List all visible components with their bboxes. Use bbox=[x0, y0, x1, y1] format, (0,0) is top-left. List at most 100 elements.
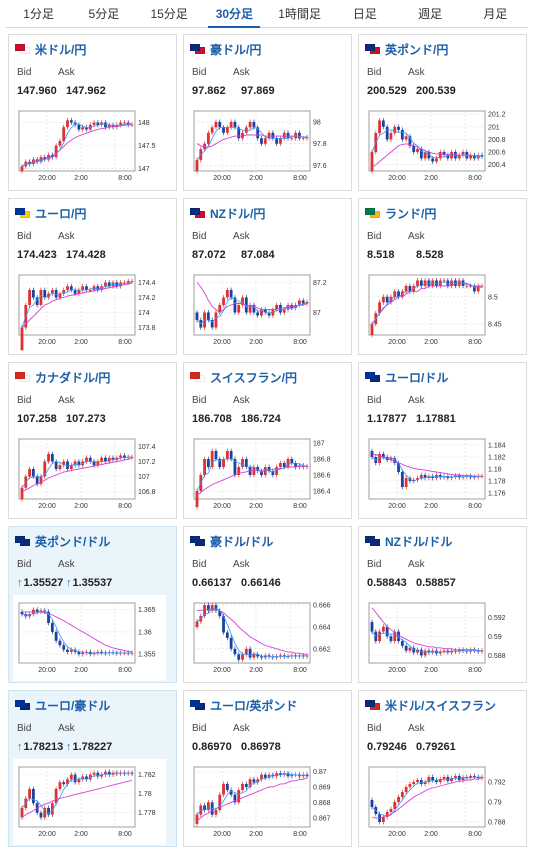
pair-name[interactable]: カナダドル/円 bbox=[35, 370, 111, 385]
candle bbox=[370, 622, 374, 632]
pair-name[interactable]: 英ポンド/円 bbox=[385, 42, 449, 57]
price-chart[interactable]: 1.365 1.36 1.355 20:00 2:00 8:00 bbox=[13, 597, 173, 679]
flag-icon bbox=[190, 700, 205, 710]
candle bbox=[104, 457, 107, 462]
price-chart[interactable]: 201.2 201 200.8 200.6 200.4 20:00 2:00 8:00 bbox=[363, 105, 523, 187]
price-chart[interactable]: 8.5 8.45 20:00 2:00 8:00 bbox=[363, 269, 523, 351]
rate-card[interactable]: ランド/円 Bid Ask 8.518 8.528 8.5 8.45 20:00 2:… bbox=[358, 198, 527, 355]
price-chart[interactable]: 87.2 87 20:00 2:00 8:00 bbox=[188, 269, 348, 351]
rate-card[interactable]: 米ドル/スイスフラン Bid Ask 0.79246 0.79261 0.792… bbox=[358, 690, 527, 847]
ask-value: 186.724 bbox=[241, 413, 281, 425]
candle bbox=[237, 790, 241, 803]
candle bbox=[222, 783, 225, 795]
pair-name[interactable]: ユーロ/豪ドル bbox=[35, 698, 111, 713]
price-chart[interactable]: 0.666 0.664 0.662 20:00 2:00 8:00 bbox=[188, 597, 348, 679]
candle bbox=[282, 655, 286, 657]
candle bbox=[263, 309, 267, 313]
price-chart[interactable]: 1.184 1.182 1.18 1.178 1.176 20:00 2:00 8:00 bbox=[363, 433, 523, 515]
candle bbox=[438, 152, 442, 159]
pair-name[interactable]: スイスフラン/円 bbox=[210, 370, 297, 385]
pair-name[interactable]: 豪ドル/円 bbox=[210, 42, 262, 57]
card-header[interactable]: 豪ドル/ドル bbox=[190, 533, 273, 549]
card-header[interactable]: ユーロ/円 bbox=[15, 205, 86, 221]
price-chart[interactable]: 0.792 0.79 0.788 20:00 2:00 8:00 bbox=[363, 761, 523, 843]
price-chart[interactable]: 98 97.8 97.6 20:00 2:00 8:00 bbox=[188, 105, 348, 187]
rate-card[interactable]: ユーロ/ドル Bid Ask 1.17877 1.17881 1.184 1.18… bbox=[358, 362, 527, 519]
card-header[interactable]: NZドル/ドル bbox=[365, 533, 452, 549]
pair-name[interactable]: NZドル/円 bbox=[210, 206, 266, 221]
tab-4[interactable]: 1時間足 bbox=[278, 7, 321, 21]
pair-name[interactable]: NZドル/ドル bbox=[385, 534, 453, 549]
card-header[interactable]: スイスフラン/円 bbox=[190, 369, 297, 385]
y-tick-label: 107.4 bbox=[138, 444, 156, 451]
tab-5[interactable]: 日足 bbox=[352, 7, 377, 21]
pair-name[interactable]: 米ドル/スイスフラン bbox=[385, 698, 496, 713]
rate-card[interactable]: ユーロ/円 Bid Ask 174.423 174.428 174.4 174.2… bbox=[8, 198, 177, 355]
card-header[interactable]: カナダドル/円 bbox=[15, 369, 110, 385]
x-tick-label: 8:00 bbox=[118, 503, 132, 510]
candle bbox=[218, 459, 222, 467]
candle bbox=[195, 621, 199, 627]
card-header[interactable]: 豪ドル/円 bbox=[190, 41, 261, 57]
rate-card[interactable]: カナダドル/円 Bid Ask 107.258 107.273 107.4 107… bbox=[8, 362, 177, 519]
card-header[interactable]: NZドル/円 bbox=[190, 205, 265, 221]
rate-card[interactable]: スイスフラン/円 Bid Ask 186.708 186.724 187 186.… bbox=[183, 362, 352, 519]
price-chart[interactable]: 148 147.5 147 20:00 2:00 8:00 bbox=[13, 105, 173, 187]
pair-name[interactable]: 豪ドル/ドル bbox=[210, 534, 274, 549]
tab-7[interactable]: 月足 bbox=[483, 7, 508, 21]
tab-1[interactable]: 5分足 bbox=[88, 7, 120, 21]
candle bbox=[241, 783, 244, 791]
pair-name[interactable]: ユーロ/ドル bbox=[385, 370, 449, 385]
rate-card[interactable]: NZドル/円 Bid Ask 87.072 87.084 87.2 87 20:00… bbox=[183, 198, 352, 355]
candle bbox=[469, 155, 473, 159]
x-tick-label: 20:00 bbox=[388, 667, 406, 674]
card-header[interactable]: ユーロ/ドル bbox=[365, 369, 448, 385]
card-header[interactable]: 英ポンド/円 bbox=[365, 41, 448, 57]
price-chart[interactable]: 0.592 0.59 0.588 20:00 2:00 8:00 bbox=[363, 597, 523, 679]
pair-name[interactable]: ランド/円 bbox=[385, 206, 437, 221]
candle bbox=[233, 297, 237, 313]
price-chart[interactable]: 107.4 107.2 107 106.8 20:00 2:00 8:00 bbox=[13, 433, 173, 515]
rate-card[interactable]: 豪ドル/円 Bid Ask 97.862 97.869 98 97.8 97.6 20… bbox=[183, 34, 352, 191]
pair-name[interactable]: ユーロ/円 bbox=[35, 206, 87, 221]
card-header[interactable]: ランド/円 bbox=[365, 205, 436, 221]
rate-card[interactable]: ユーロ/英ポンド Bid Ask 0.86970 0.86978 0.87 0.8… bbox=[183, 690, 352, 847]
pair-name[interactable]: 米ドル/円 bbox=[35, 42, 87, 57]
candle bbox=[378, 631, 381, 642]
tab-0[interactable]: 1分足 bbox=[23, 7, 54, 21]
candle bbox=[210, 320, 214, 328]
pair-name[interactable]: 英ポンド/ドル bbox=[35, 534, 111, 549]
candle bbox=[229, 451, 233, 459]
rate-card[interactable]: NZドル/ドル Bid Ask 0.58843 0.58857 0.592 0.5… bbox=[358, 526, 527, 683]
card-header[interactable]: 英ポンド/ドル bbox=[15, 533, 110, 549]
card-header[interactable]: ユーロ/英ポンド bbox=[190, 697, 297, 713]
card-header[interactable]: 米ドル/円 bbox=[15, 41, 86, 57]
rate-card[interactable]: ユーロ/豪ドル Bid Ask 1.78213 1.78227 1.7821.7… bbox=[8, 690, 177, 847]
candle bbox=[88, 457, 92, 462]
candle bbox=[85, 127, 88, 130]
bid-value: 1.35527 bbox=[17, 577, 64, 589]
price-chart[interactable]: 174.4 174.2 174 173.8 20:00 2:00 8:00 bbox=[13, 269, 173, 351]
rate-card[interactable]: 英ポンド/ドル Bid Ask 1.35527 1.35537 1.3651.3… bbox=[8, 526, 177, 683]
rate-card[interactable]: 米ドル/円 Bid Ask 147.960 147.962 148 147.5 14… bbox=[8, 34, 177, 191]
price-chart[interactable]: 0.87 0.869 0.868 0.867 20:00 2:00 8:00 bbox=[188, 761, 348, 843]
pair-name[interactable]: ユーロ/英ポンド bbox=[210, 698, 298, 713]
tab-6[interactable]: 週足 bbox=[418, 7, 443, 21]
card-header[interactable]: 米ドル/スイスフラン bbox=[365, 697, 496, 713]
bid-value: 87.072 bbox=[192, 249, 226, 261]
tab-2[interactable]: 15分足 bbox=[150, 7, 188, 21]
card-header[interactable]: ユーロ/豪ドル bbox=[15, 697, 110, 713]
candle bbox=[454, 152, 457, 159]
candle bbox=[248, 305, 252, 313]
candle bbox=[214, 810, 218, 815]
tab-3[interactable]: 30分足 bbox=[202, 2, 267, 28]
price-chart[interactable]: 1.782 1.78 1.778 20:00 2:00 8:00 bbox=[13, 761, 173, 843]
rate-card[interactable]: 英ポンド/円 Bid Ask 200.529 200.539 201.2 201 2… bbox=[358, 34, 527, 191]
ask-label: Ask bbox=[233, 395, 250, 406]
rate-card[interactable]: 豪ドル/ドル Bid Ask 0.66137 0.66146 0.666 0.66… bbox=[183, 526, 352, 683]
price-chart[interactable]: 187 186.8 186.6 186.4 20:00 2:00 8:00 bbox=[188, 433, 348, 515]
candle bbox=[62, 290, 66, 294]
x-tick-label: 20:00 bbox=[38, 339, 56, 346]
ask-label: Ask bbox=[58, 67, 75, 78]
candle bbox=[233, 459, 237, 475]
